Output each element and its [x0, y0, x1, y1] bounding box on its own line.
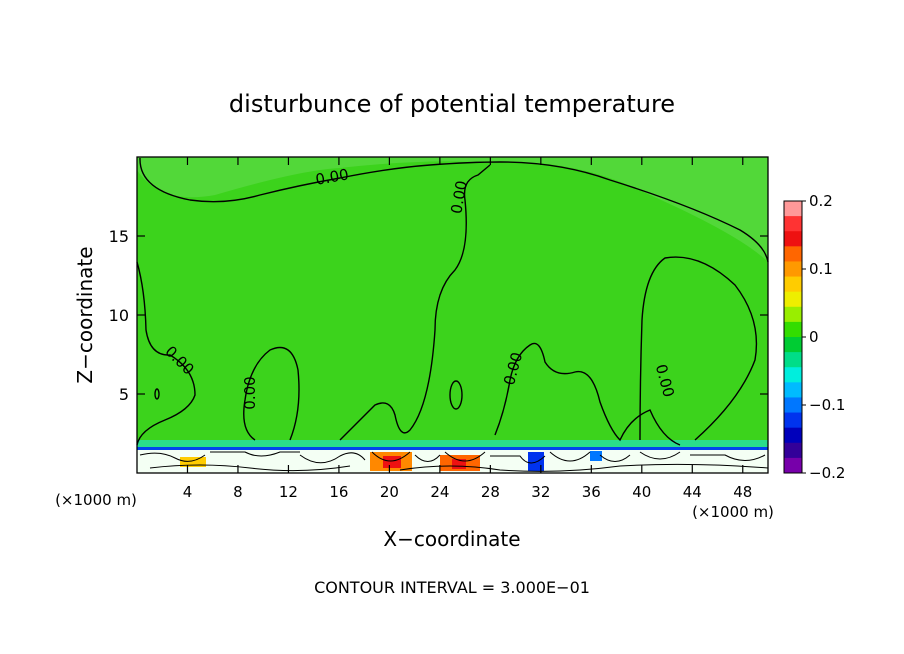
- x-axis-title: X−coordinate: [383, 527, 520, 551]
- chart-title: disturbunce of potential temperature: [229, 90, 675, 118]
- colorbar-tick-label: −0.2: [809, 464, 845, 482]
- y-tick-label: 5: [119, 385, 129, 404]
- colorbar-swatch: [784, 231, 802, 247]
- colorbar-swatch: [784, 352, 802, 368]
- plot-area: 0.00 0.00 0.00 0.00 0.00 0.00: [136, 156, 769, 474]
- colorbar-swatch: [784, 337, 802, 353]
- colorbar-swatch: [784, 246, 802, 262]
- x-tick-label: 48: [733, 483, 752, 501]
- x-tick-label: 44: [683, 483, 702, 501]
- surface-warm-patch-2: [383, 456, 401, 468]
- colorbar: [783, 200, 803, 474]
- contour-right-plume: [494, 342, 681, 446]
- y-axis-title: Z−coordinate: [73, 246, 97, 383]
- y-tick-label: 10: [109, 306, 129, 325]
- x-tick-label: 28: [481, 483, 500, 501]
- contour-upper: [139, 157, 769, 263]
- contour-small-oval: [449, 380, 463, 410]
- surface-warm-patch-5: [180, 457, 206, 467]
- colorbar-swatch: [784, 382, 802, 398]
- x-tick-label: 4: [183, 483, 193, 501]
- colorbar-swatch: [784, 216, 802, 232]
- colorbar-tick-label: −0.1: [809, 396, 845, 414]
- x-tick-label: 12: [279, 483, 298, 501]
- contour-label: 0.00: [241, 376, 259, 409]
- colorbar-swatch: [784, 261, 802, 278]
- colorbar-swatch: [784, 306, 802, 323]
- contour-far-right-plume: [639, 256, 758, 441]
- colorbar-swatch: [784, 427, 802, 444]
- x-tick-label: 16: [329, 483, 348, 501]
- colorbar-swatch: [784, 442, 802, 459]
- colorbar-tick-label: 0.1: [809, 260, 833, 278]
- y-tick-label: 15: [109, 227, 129, 246]
- colorbar-tick-label: 0.2: [809, 192, 833, 210]
- plot-frame: [136, 156, 769, 474]
- colorbar-swatch: [784, 397, 802, 414]
- x-tick-marks: [186, 157, 744, 473]
- y-tick-marks: [137, 235, 768, 395]
- surface-cold-patch-1: [528, 452, 544, 471]
- contour-label: 0.00: [314, 165, 350, 189]
- contour-left-plume: [136, 261, 196, 446]
- y-tick-labels: 5 10 15: [109, 227, 129, 404]
- surface-warm-patch-4: [452, 459, 466, 469]
- contour-mid-plume: [243, 346, 300, 441]
- surface-contour-clutter: [139, 451, 769, 472]
- x-tick-labels: 4 8 12 16 20 24 28 32 36 40 44 48: [183, 483, 753, 501]
- colorbar-swatch: [784, 457, 802, 474]
- x-unit-left: (×1000 m): [55, 491, 137, 509]
- colorbar-swatch: [784, 321, 802, 338]
- contour-label: 0.00: [447, 179, 471, 215]
- x-tick-label: 20: [380, 483, 399, 501]
- x-tick-label: 40: [632, 483, 651, 501]
- contour-central-plume: [339, 164, 491, 441]
- surface-band-blue: [137, 447, 768, 450]
- colorbar-swatch: [784, 276, 802, 293]
- contour-interval-note: CONTOUR INTERVAL = 3.000E−01: [314, 578, 590, 597]
- colorbar-swatch: [784, 291, 802, 308]
- x-tick-label: 24: [430, 483, 449, 501]
- x-tick-label: 36: [582, 483, 601, 501]
- x-tick-label: 32: [531, 483, 550, 501]
- surface-cold-patch-2: [590, 451, 602, 461]
- colorbar-labels: 0.2 0.1 0 −0.1 −0.2: [802, 192, 845, 482]
- zero-region-fill: [137, 157, 768, 262]
- colorbar-swatch: [784, 201, 802, 217]
- colorbar-tick-label: 0: [809, 328, 819, 346]
- contour-tiny-oval: [154, 388, 160, 400]
- heatmap-field: [137, 157, 768, 473]
- colorbar-swatch: [784, 412, 802, 429]
- surface-band-cyan: [137, 440, 768, 449]
- x-unit-right: (×1000 m): [692, 503, 774, 521]
- x-tick-label: 8: [233, 483, 243, 501]
- surface-band: [137, 440, 769, 473]
- contour-lines: [136, 157, 769, 446]
- colorbar-swatch: [784, 367, 802, 383]
